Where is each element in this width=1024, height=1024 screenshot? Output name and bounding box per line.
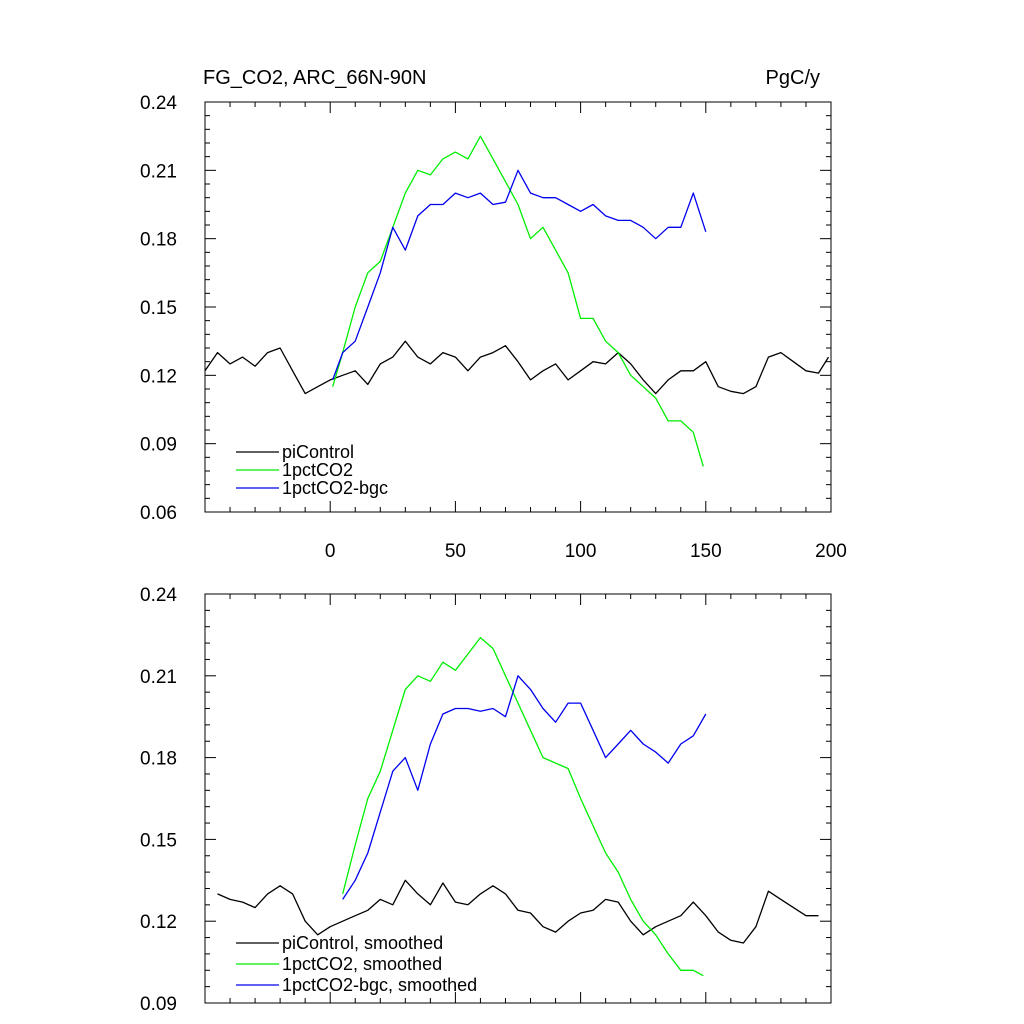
panel1-legend-label: 1pctCO2-bgc [282, 478, 388, 498]
panel1-x-tick-label: 200 [815, 541, 847, 562]
panel2-legend-label: 1pctCO2, smoothed [282, 954, 442, 974]
panel1-x-tick-label: 50 [445, 541, 466, 562]
panel1-legend-label: piControl [282, 442, 354, 462]
top-panel-title: FG_CO2, ARC_66N-90N [203, 67, 426, 89]
panel1-y-tick-label: 0.06 [140, 503, 177, 524]
panel1-y-tick-label: 0.15 [140, 298, 177, 319]
panel2-legend-label: piControl, smoothed [282, 933, 443, 953]
panel1-y-tick-label: 0.09 [140, 435, 177, 456]
panel2-series-line-1pctco2-smoothed [342, 636, 704, 977]
panel2-series-line-picontrol-smoothed [217, 879, 819, 944]
bottom-panel: 0.09 0.12 0.15 0.18 0.21 0.24 piControl, smoot… [140, 585, 832, 1015]
panel1-y-tick-label: 0.12 [140, 366, 177, 387]
panel1-x-tick-label: 150 [690, 541, 722, 562]
panel1-y-tick-label: 0.24 [140, 93, 177, 114]
panel1-legend-label: 1pctCO2 [282, 460, 353, 480]
panel2-y-tick-label: 0.12 [140, 912, 177, 933]
panel2-plot-frame [204, 593, 832, 1004]
panel2-y-tick-label: 0.24 [140, 585, 177, 606]
panel1-x-tick-label: 100 [565, 541, 597, 562]
top-panel: FG_CO2, ARC_66N-90N PgC/y 0 50 100 150 200 0.… [140, 67, 847, 562]
panel2-y-tick-label: 0.09 [140, 994, 177, 1015]
panel1-series-line-picontrol [204, 340, 830, 395]
panel2-y-tick-label: 0.18 [140, 749, 177, 770]
panel2-y-tick-label: 0.21 [140, 667, 177, 688]
panel1-x-tick-label: 0 [325, 541, 336, 562]
panel1-y-tick-label: 0.21 [140, 161, 177, 182]
panel1-series-line-1pctco2-bgc [332, 169, 707, 381]
panel2-legend-label: 1pctCO2-bgc, smoothed [282, 975, 477, 995]
panel2-series-line-1pctco2-bgc-smoothed [342, 675, 707, 900]
panel1-y-tick-label: 0.18 [140, 230, 177, 251]
panel2-y-tick-label: 0.15 [140, 830, 177, 851]
panel1-series-line-1pctco2 [332, 135, 704, 467]
top-panel-units: PgC/y [766, 67, 820, 89]
